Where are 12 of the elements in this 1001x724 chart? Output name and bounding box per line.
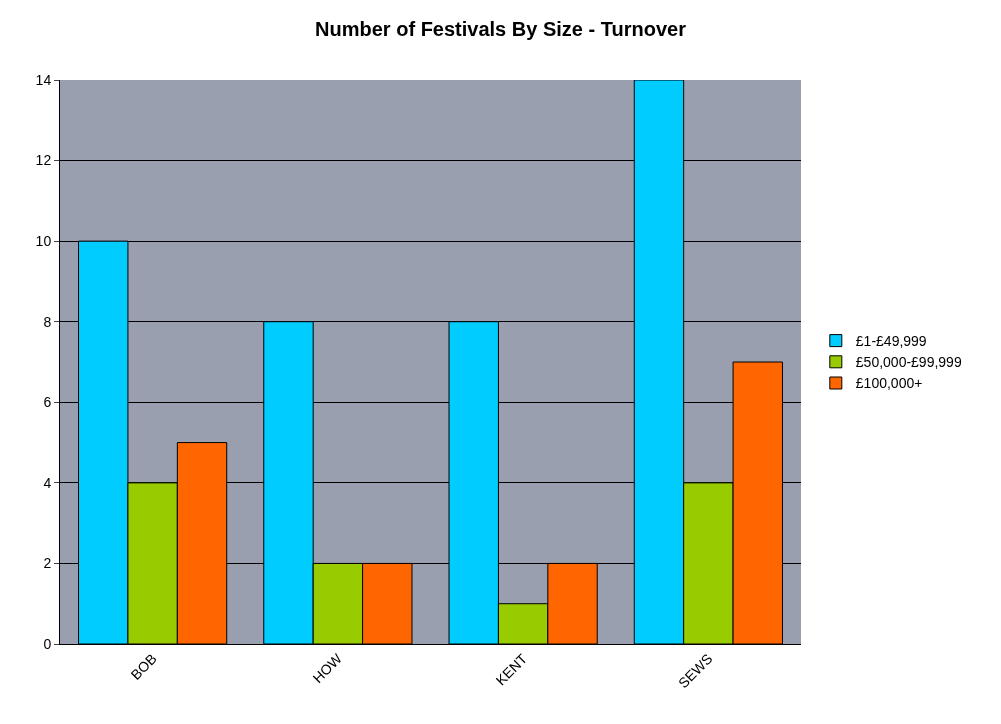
legend-label: £50,000-£99,999 xyxy=(855,354,962,371)
y-tick-label: 0 xyxy=(43,635,52,652)
y-tick-label: 2 xyxy=(43,555,52,572)
chart-title: Number of Festivals By Size - Turnover xyxy=(315,17,687,40)
y-tick-label: 4 xyxy=(43,474,52,491)
legend-label: £100,000+ xyxy=(855,375,923,392)
y-tick-label: 10 xyxy=(35,233,52,250)
y-tick-label: 14 xyxy=(35,71,52,88)
y-tick-label: 8 xyxy=(43,313,52,330)
legend-label: £1-£49,999 xyxy=(855,333,927,350)
y-tick-label: 12 xyxy=(35,152,52,169)
y-tick-label: 6 xyxy=(43,394,52,411)
